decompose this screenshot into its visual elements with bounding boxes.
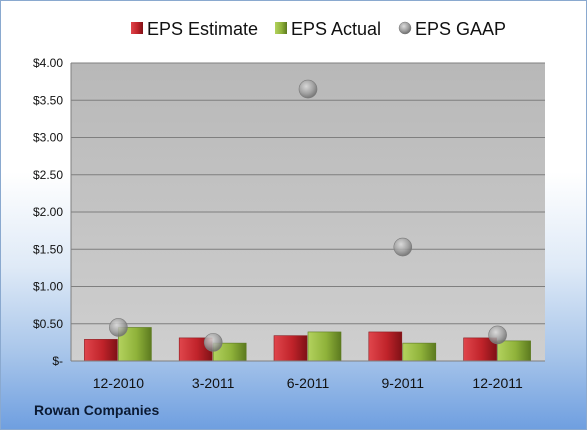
point-eps-gaap (393, 237, 413, 257)
y-tick-label: $3.00 (33, 131, 63, 145)
y-tick-label: $1.50 (33, 242, 63, 256)
y-tick-label: $- (52, 354, 63, 368)
x-tick-label: 9-2011 (382, 375, 425, 391)
legend-eps-gaap: EPS GAAP (398, 19, 506, 39)
x-tick-label: 3-2011 (192, 375, 235, 391)
point-eps-gaap (109, 318, 128, 337)
x-tick-label: 12-2010 (93, 375, 145, 391)
y-tick-label: $0.50 (33, 317, 63, 331)
legend-eps-gaap-swatch (398, 21, 412, 35)
y-tick-label: $2.50 (33, 168, 63, 182)
y-tick-label: $1.00 (33, 280, 63, 294)
legend-eps-estimate-label: EPS Estimate (147, 19, 258, 39)
y-tick-label: $4.00 (33, 56, 63, 70)
legend-eps-actual-swatch (275, 22, 287, 34)
bar-eps-actual (307, 331, 342, 362)
bar-eps-estimate (84, 339, 118, 362)
bar-eps-estimate (368, 331, 403, 362)
x-tick-label: 6-2011 (287, 375, 330, 391)
point-eps-gaap (203, 333, 223, 352)
legend-eps-estimate: EPS Estimate (131, 19, 258, 39)
point-eps-gaap (488, 325, 507, 345)
x-tick-label: 12-2011 (472, 375, 523, 391)
bar-eps-actual (402, 342, 437, 362)
y-tick-label: $3.50 (33, 93, 63, 107)
bar-eps-actual (497, 340, 531, 362)
legend-eps-actual-label: EPS Actual (291, 19, 381, 39)
legend-eps-gaap-label: EPS GAAP (415, 19, 506, 39)
legend-eps-estimate-swatch (131, 22, 143, 34)
bar-eps-estimate (273, 335, 308, 362)
legend-eps-actual: EPS Actual (275, 19, 381, 39)
y-tick-label: $2.00 (33, 205, 63, 219)
point-eps-gaap (298, 79, 318, 99)
company-label: Rowan Companies (34, 402, 160, 418)
